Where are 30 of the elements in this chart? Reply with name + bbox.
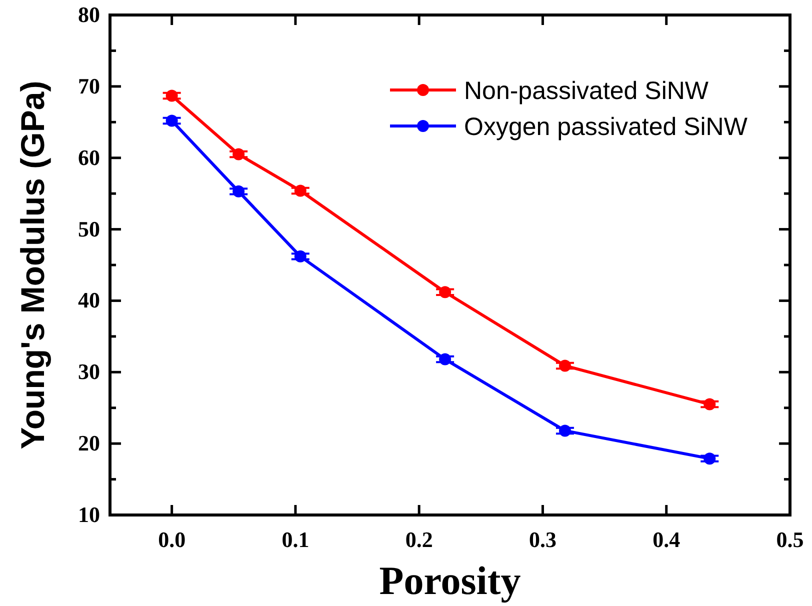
point	[439, 353, 452, 366]
point	[232, 148, 245, 160]
point	[439, 286, 452, 298]
point	[294, 250, 306, 262]
y-tick-label: 30	[78, 359, 100, 384]
point	[166, 114, 178, 127]
point	[558, 360, 571, 372]
x-axis-title: Porosity	[379, 558, 521, 603]
y-tick-label: 50	[78, 216, 100, 242]
x-tick-label: 0.2	[405, 527, 433, 552]
x-tick-label: 0.5	[776, 527, 804, 552]
y-tick-label: 70	[78, 73, 100, 98]
y-tick-label: 20	[78, 430, 100, 456]
y-tick-label: 10	[78, 502, 100, 527]
point	[166, 90, 178, 102]
legend-label: Non-passivated SiNW	[464, 77, 709, 105]
point	[232, 185, 245, 198]
y-tick-label: 80	[78, 2, 100, 27]
x-tick-label: 0.3	[528, 527, 556, 552]
point	[294, 184, 306, 197]
x-tick-label: 0.1	[282, 527, 310, 552]
y-axis-title: Young's Modulus (GPa)	[14, 80, 51, 450]
point	[704, 452, 716, 465]
point	[704, 398, 716, 410]
y-tick-label: 60	[78, 144, 100, 170]
legend-label: Oxygen passivated SiNW	[464, 113, 748, 141]
point	[558, 424, 571, 437]
y-tick-label: 40	[78, 288, 100, 313]
x-tick-label: 0.0	[158, 527, 186, 552]
x-tick-label: 0.4	[652, 527, 680, 552]
